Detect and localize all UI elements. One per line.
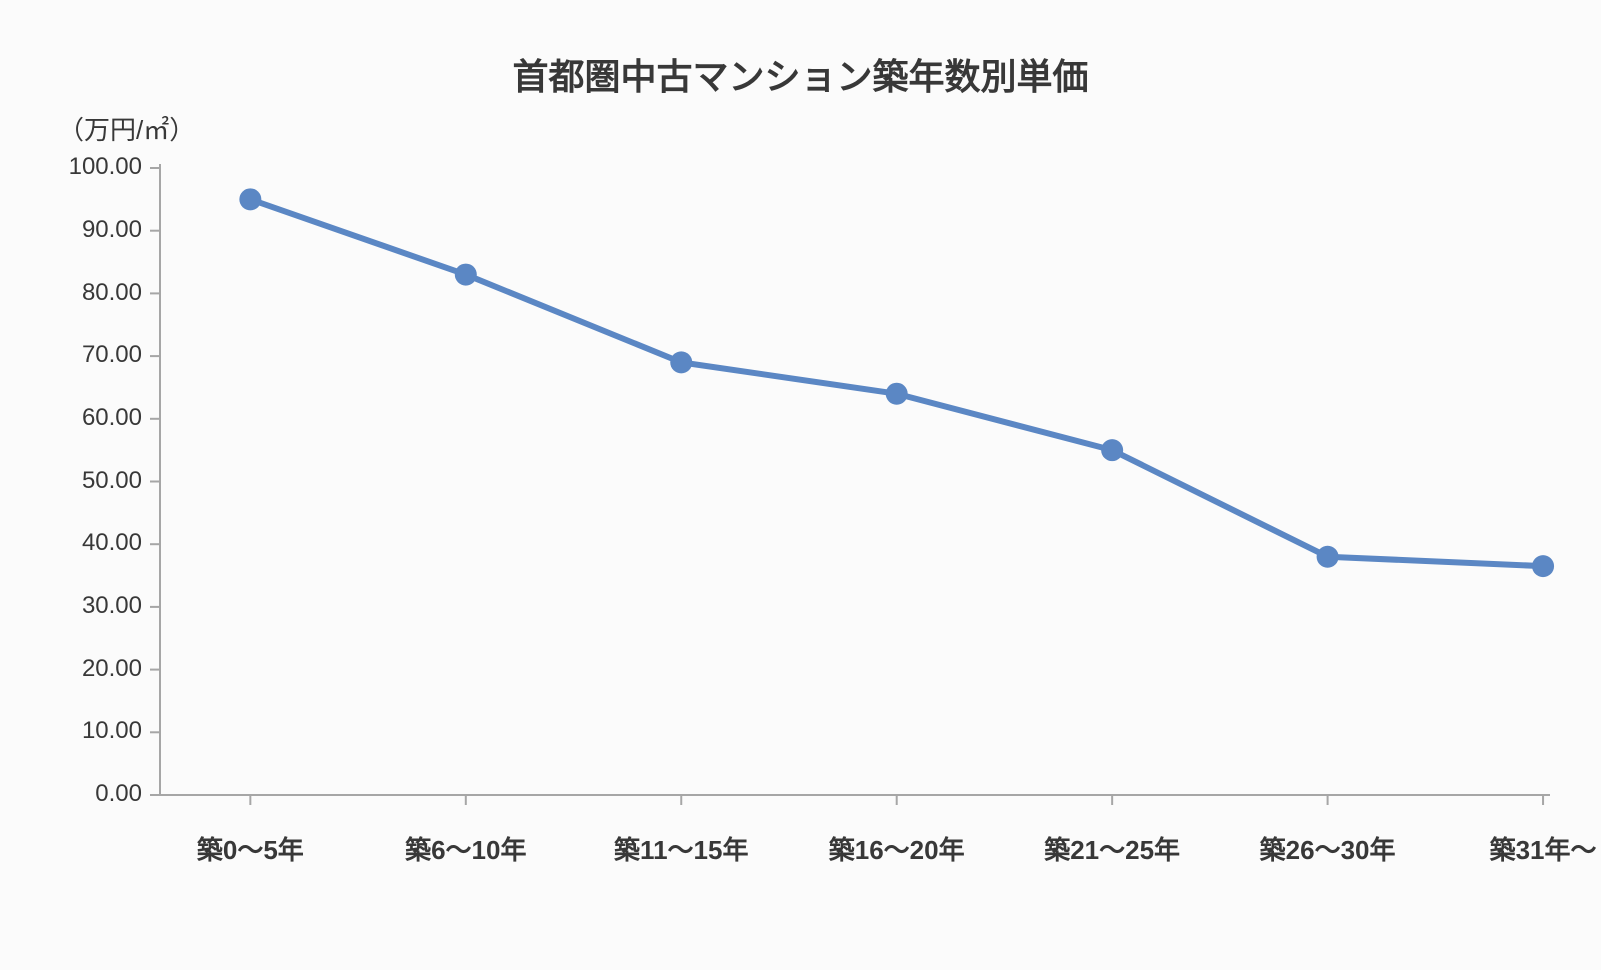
x-tick-label: 築31年～ (1490, 830, 1597, 867)
x-tick-label: 築6～10年 (405, 830, 526, 867)
x-tick-label: 築26～30年 (1260, 830, 1396, 867)
y-tick-label: 70.00 (82, 341, 142, 369)
y-tick-label: 60.00 (82, 404, 142, 432)
x-tick-label: 築16～20年 (829, 830, 965, 867)
y-tick-label: 10.00 (82, 717, 142, 745)
x-tick-label: 築21～25年 (1044, 830, 1180, 867)
y-tick-label: 0.00 (95, 780, 142, 808)
y-tick-label: 100.00 (69, 153, 142, 181)
y-tick-label: 20.00 (82, 655, 142, 683)
chart-plot-area (0, 0, 1601, 970)
y-tick-label: 30.00 (82, 592, 142, 620)
y-tick-label: 90.00 (82, 216, 142, 244)
x-tick-label: 築11～15年 (614, 830, 748, 867)
x-tick-label: 築0～5年 (197, 830, 304, 867)
line-chart: 首都圏中古マンション築年数別単価 （万円/㎡） 0.0010.0020.0030… (0, 0, 1601, 970)
y-tick-label: 80.00 (82, 279, 142, 307)
y-tick-label: 40.00 (82, 529, 142, 557)
y-tick-label: 50.00 (82, 467, 142, 495)
